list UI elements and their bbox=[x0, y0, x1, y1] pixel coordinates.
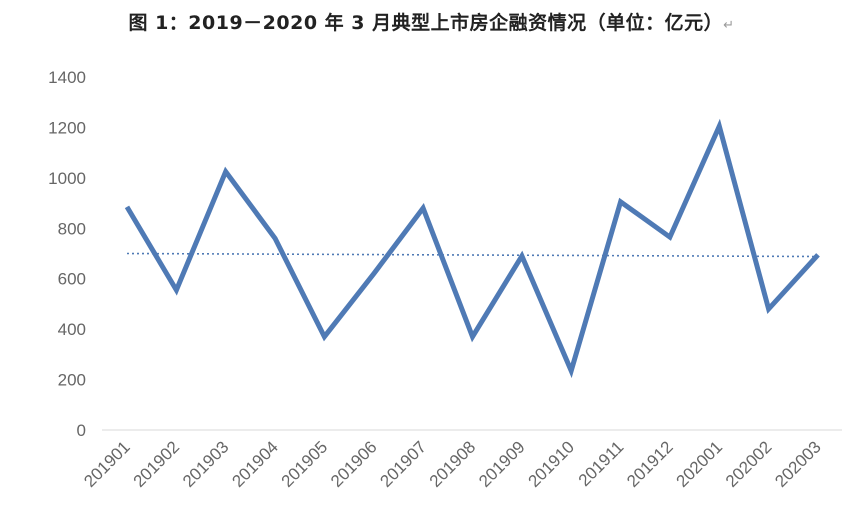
chart-title: 图 1：2019－2020 年 3 月典型上市房企融资情况（单位：亿元）↵ bbox=[0, 8, 863, 35]
x-tick-label: 201902 bbox=[130, 437, 184, 491]
series-line bbox=[124, 118, 820, 379]
x-axis: 2019012019022019032019042019052019062019… bbox=[80, 429, 842, 491]
y-tick-label: 400 bbox=[58, 320, 86, 339]
x-tick-label: 201912 bbox=[623, 437, 677, 491]
x-tick-label: 202001 bbox=[673, 437, 727, 491]
y-axis: 0 200 400 600 800 1000 1200 1400 bbox=[48, 68, 86, 440]
x-tick-label: 201905 bbox=[278, 437, 332, 491]
x-tick-label: 201903 bbox=[179, 437, 233, 491]
paragraph-mark-icon: ↵ bbox=[723, 18, 735, 33]
x-tick-label: 201907 bbox=[376, 437, 430, 491]
y-tick-label: 600 bbox=[58, 270, 86, 289]
trendline bbox=[126, 252, 819, 258]
y-tick-label: 1200 bbox=[48, 118, 86, 137]
y-tick-label: 0 bbox=[77, 421, 86, 440]
x-tick-label: 201909 bbox=[475, 437, 529, 491]
x-tick-label: 202003 bbox=[771, 437, 825, 491]
y-tick-label: 800 bbox=[58, 219, 86, 238]
x-tick-label: 201904 bbox=[228, 437, 282, 491]
x-tick-label: 201906 bbox=[327, 437, 381, 491]
x-tick-label: 201901 bbox=[80, 437, 134, 491]
y-tick-label: 1400 bbox=[48, 68, 86, 87]
plot-area bbox=[124, 118, 820, 379]
x-tick-label: 201910 bbox=[524, 437, 578, 491]
x-tick-label: 202002 bbox=[722, 437, 776, 491]
x-tick-label: 201908 bbox=[426, 437, 480, 491]
y-tick-label: 1000 bbox=[48, 169, 86, 188]
x-tick-label: 201911 bbox=[575, 437, 628, 490]
y-tick-label: 200 bbox=[58, 371, 86, 390]
chart-title-text: 图 1：2019－2020 年 3 月典型上市房企融资情况（单位：亿元） bbox=[128, 12, 724, 34]
